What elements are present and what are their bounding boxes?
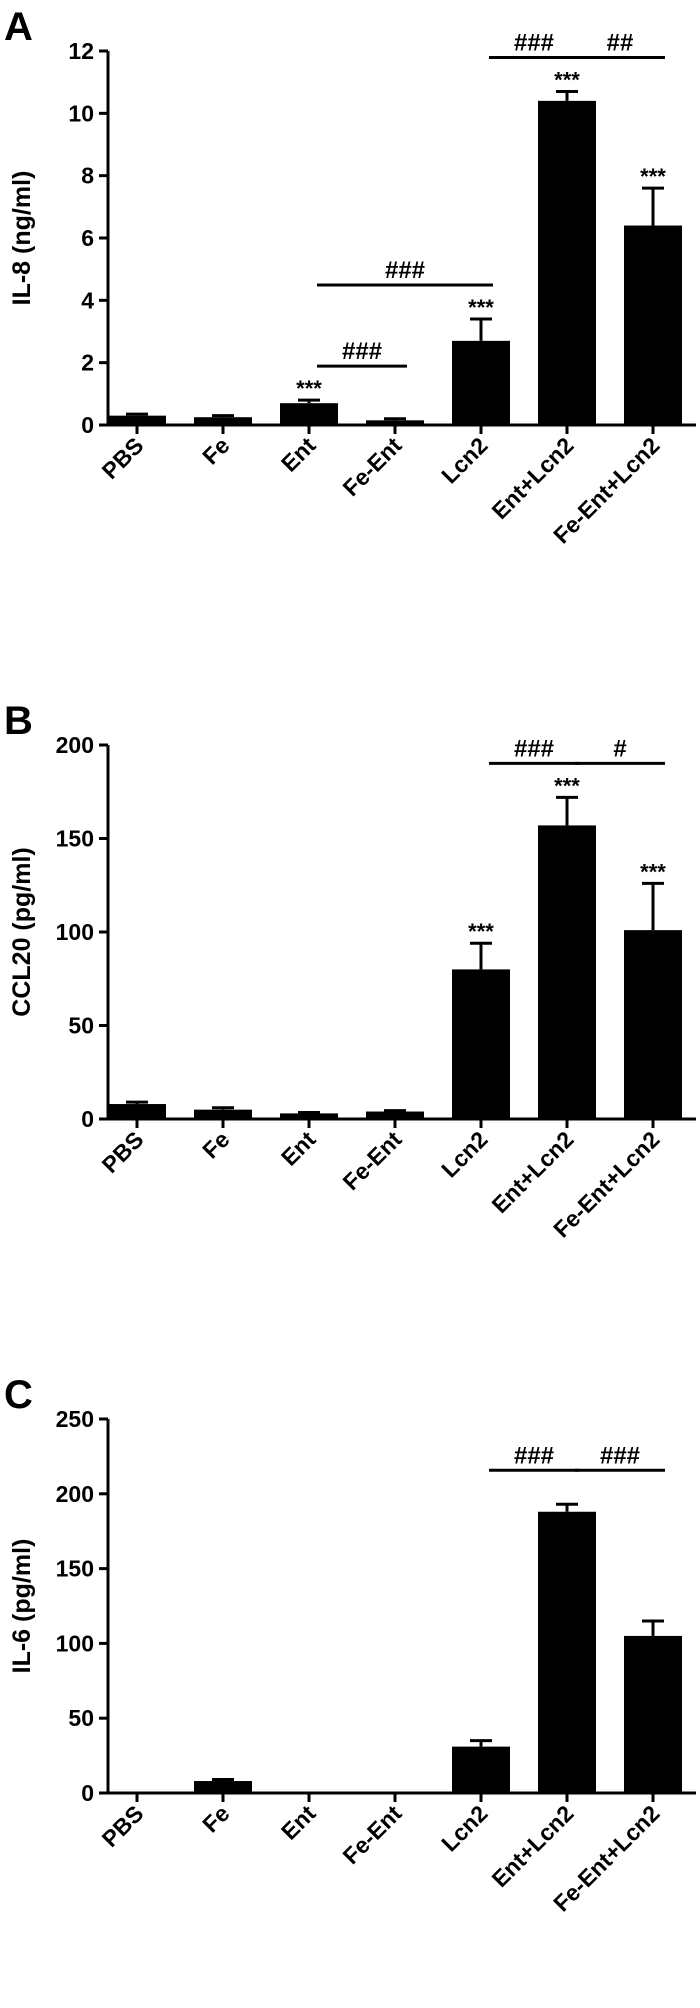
- comparison-label: ###: [385, 257, 425, 284]
- bar: [194, 417, 252, 425]
- x-tick-label: Fe-Ent: [338, 432, 407, 501]
- panel: C IL-6 (pg/ml) 0 50 100 150 200 250 PBS Fe Ent Fe-E…: [4, 1373, 696, 1917]
- y-tick-label: 0: [81, 1780, 94, 1806]
- bar: [624, 1635, 682, 1793]
- y-tick-label: 250: [56, 1406, 94, 1432]
- comparison-label: ###: [342, 338, 382, 365]
- y-tick-label: 50: [68, 1013, 94, 1039]
- y-tick-label: 2: [81, 350, 94, 376]
- y-axis-label: IL-6 (pg/ml): [8, 1539, 36, 1674]
- y-tick-label: 200: [56, 1481, 94, 1507]
- y-tick-label: 0: [81, 412, 94, 438]
- bar: [108, 1104, 166, 1119]
- bar: [452, 969, 510, 1119]
- y-tick-label: 0: [81, 1106, 94, 1132]
- significance: ***: [468, 295, 494, 320]
- bar: [538, 100, 596, 425]
- x-tick-label: Fe: [197, 432, 234, 469]
- x-tick-label: Ent: [276, 1800, 321, 1845]
- x-tick-label: PBS: [97, 1126, 149, 1178]
- panel-label: C: [4, 1373, 33, 1417]
- significance: ***: [468, 919, 494, 944]
- significance: ***: [554, 68, 580, 93]
- bar: [452, 1746, 510, 1793]
- x-tick-label: Lcn2: [436, 1800, 492, 1856]
- comparison-label: ###: [514, 735, 554, 762]
- y-tick-label: 8: [81, 163, 94, 189]
- x-tick-label: Lcn2: [436, 432, 492, 488]
- bar: [366, 420, 424, 425]
- y-tick-label: 50: [68, 1705, 94, 1731]
- significance: ***: [640, 164, 666, 189]
- y-tick-label: 150: [56, 1556, 94, 1582]
- comparison-label: ###: [600, 1442, 640, 1469]
- x-tick-label: Fe: [197, 1126, 234, 1163]
- significance: ***: [640, 859, 666, 884]
- x-tick-label: Fe-Ent: [338, 1800, 407, 1869]
- bar: [280, 403, 338, 425]
- y-tick-label: 200: [56, 732, 94, 758]
- significance: ***: [554, 773, 580, 798]
- panel-label: A: [4, 5, 33, 49]
- x-tick-label: PBS: [97, 432, 149, 484]
- x-tick-label: Ent+Lcn2: [486, 1800, 578, 1892]
- bar: [194, 1109, 252, 1119]
- y-tick-label: 6: [81, 225, 94, 251]
- panel: A IL-8 (ng/ml) 0 2 4 6 8 10 12 PBS Fe Ent *** Fe-Ent L…: [4, 5, 696, 549]
- bar: [538, 1511, 596, 1793]
- bar: [624, 225, 682, 425]
- bar: [280, 1113, 338, 1119]
- comparison-label: ###: [514, 30, 554, 57]
- x-tick-label: Ent: [276, 1126, 321, 1171]
- bar: [538, 825, 596, 1119]
- comparison-label: ###: [514, 1442, 554, 1469]
- panel-label: B: [4, 699, 33, 743]
- bar: [194, 1781, 252, 1793]
- y-tick-label: 100: [56, 919, 94, 945]
- comparison-label: #: [613, 735, 626, 762]
- significance: ***: [296, 376, 322, 401]
- y-tick-label: 4: [81, 287, 94, 313]
- comparison-label: ##: [607, 30, 634, 57]
- x-tick-label: PBS: [97, 1800, 149, 1852]
- bar: [624, 930, 682, 1119]
- y-tick-label: 10: [68, 100, 94, 126]
- y-axis-label: CCL20 (pg/ml): [8, 847, 36, 1016]
- x-tick-label: Fe: [197, 1800, 234, 1837]
- bar: [452, 340, 510, 425]
- x-tick-label: Fe-Ent: [338, 1126, 407, 1195]
- y-tick-label: 100: [56, 1630, 94, 1656]
- y-tick-label: 150: [56, 826, 94, 852]
- bar: [366, 1111, 424, 1119]
- x-tick-label: Lcn2: [436, 1126, 492, 1182]
- bar: [108, 415, 166, 425]
- y-axis-label: IL-8 (ng/ml): [8, 171, 36, 306]
- y-tick-label: 12: [68, 38, 94, 64]
- x-tick-label: Ent+Lcn2: [486, 1126, 578, 1218]
- x-tick-label: Ent: [276, 432, 321, 477]
- x-tick-label: Ent+Lcn2: [486, 432, 578, 524]
- panel: B CCL20 (pg/ml) 0 50 100 150 200 PBS Fe Ent Fe-Ent…: [4, 699, 696, 1243]
